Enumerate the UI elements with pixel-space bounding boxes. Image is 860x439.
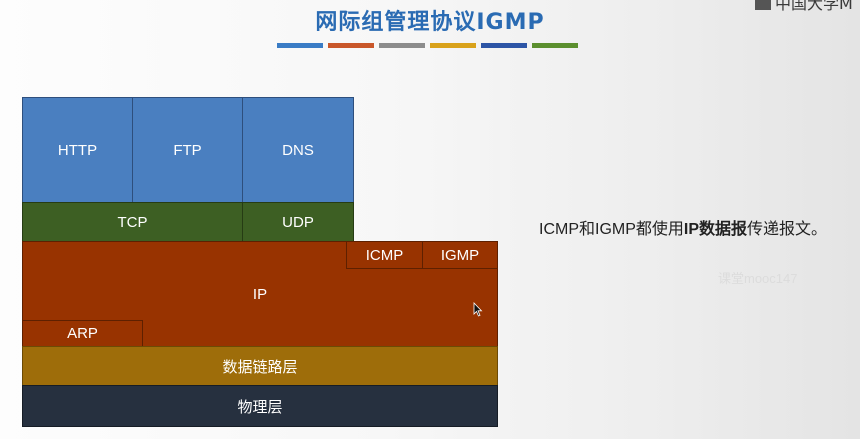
arp-block: ARP (22, 320, 143, 347)
note-text: ICMP和IGMP都使用IP数据报传递报文。 (539, 215, 827, 239)
data-link-layer-block: 数据链路层 (22, 346, 498, 386)
title-bar (532, 43, 578, 48)
tcp-block: TCP (22, 202, 243, 242)
slide-title: 网际组管理协议IGMP (315, 10, 545, 35)
udp-block: UDP (242, 202, 354, 242)
title-bar (430, 43, 476, 48)
protocol-stack-diagram: HTTP FTP DNS TCP UDP IP ICMP IGMP ARP 数据… (22, 97, 498, 427)
logo-mark-icon (755, 0, 771, 10)
note-part2: 传递报文。 (747, 221, 828, 238)
title-bar (379, 43, 425, 48)
physical-layer-block: 物理层 (22, 385, 498, 427)
dns-block: DNS (242, 97, 354, 203)
mouse-cursor-icon (473, 302, 483, 317)
note-part1: ICMP和IGMP都使用 (539, 221, 684, 238)
igmp-block: IGMP (422, 241, 498, 269)
title-bar (481, 43, 527, 48)
title-bar (328, 43, 374, 48)
icmp-block: ICMP (346, 241, 423, 269)
logo-text: 中国大学M (775, 0, 853, 12)
logo: 中国大学M (755, 0, 860, 12)
watermark: 课堂mooc147 (718, 271, 798, 286)
title-bar (277, 43, 323, 48)
ftp-block: FTP (132, 97, 243, 203)
note-bold: IP数据报 (683, 221, 748, 238)
http-block: HTTP (22, 97, 133, 203)
